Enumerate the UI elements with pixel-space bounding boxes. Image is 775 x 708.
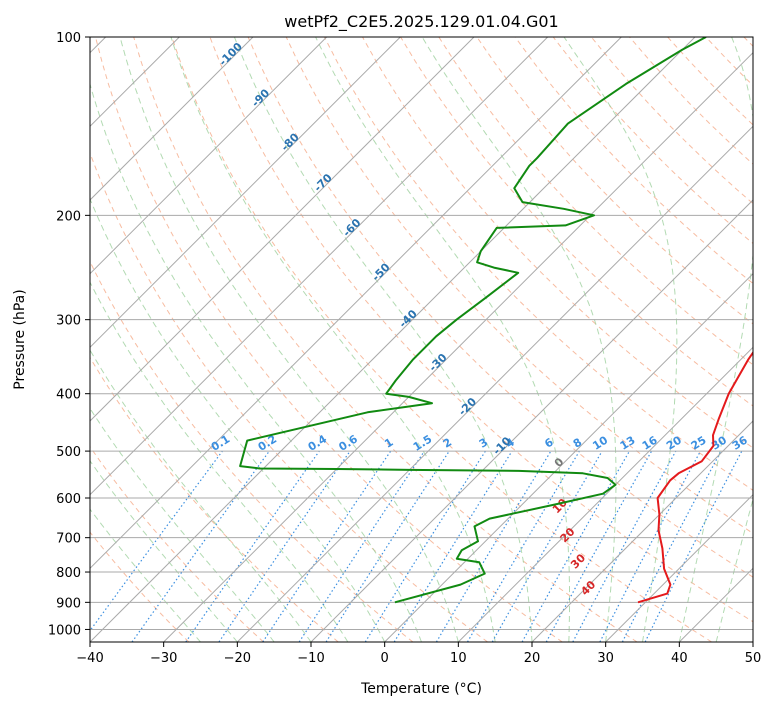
dry-adiabat-line bbox=[514, 37, 753, 285]
mixing-ratio-line bbox=[262, 450, 392, 642]
y-axis-label: Pressure (hPa) bbox=[12, 289, 28, 389]
dry-adiabat-line bbox=[209, 37, 753, 623]
x-tick-label: 40 bbox=[671, 651, 688, 666]
y-tick-label: 700 bbox=[56, 532, 81, 547]
mixing-ratio-line bbox=[185, 450, 320, 642]
x-tick-label: −30 bbox=[150, 651, 177, 666]
isotherm-line bbox=[310, 199, 753, 642]
dry-adiabat-line bbox=[90, 445, 264, 642]
isotherm-line bbox=[236, 125, 753, 642]
y-tick-label: 600 bbox=[56, 492, 81, 507]
mixing-ratio-line bbox=[298, 450, 425, 642]
mixing-ratio-line bbox=[218, 450, 351, 642]
mixing-ratio-line bbox=[131, 450, 270, 642]
mixing-ratio-line bbox=[572, 450, 677, 642]
x-tick-label: 30 bbox=[597, 651, 614, 666]
isotherm-line bbox=[90, 37, 622, 570]
moist-adiabat-line bbox=[170, 37, 496, 642]
x-tick-label: −40 bbox=[76, 651, 103, 666]
dry-adiabat-line bbox=[90, 151, 488, 642]
dry-adiabat-line bbox=[171, 37, 712, 642]
x-tick-label: 50 bbox=[745, 651, 762, 666]
mixing-ratio-line bbox=[90, 450, 223, 632]
y-tick-label: 1000 bbox=[48, 623, 81, 638]
x-tick-label: −20 bbox=[224, 651, 251, 666]
moist-adiabat-line bbox=[715, 497, 753, 642]
temperature-profile-line bbox=[637, 350, 753, 604]
moist-adiabat-line bbox=[90, 459, 238, 642]
dewpoint-profile-line bbox=[239, 37, 707, 604]
mixing-ratio-line bbox=[545, 450, 653, 642]
dry-adiabat-line bbox=[400, 37, 753, 407]
chart-title: wetPf2_C2E5.2025.129.01.04.G01 bbox=[284, 12, 558, 32]
plot-frame bbox=[89, 36, 754, 643]
mixing-ratio-line bbox=[325, 450, 450, 642]
y-tick-label: 500 bbox=[56, 445, 81, 460]
background-lines bbox=[90, 37, 753, 642]
profile-lines bbox=[239, 37, 753, 604]
axis-ticks: −40 −30 −20 −10 0 10 20 30 40 50 100 200 300 400 500 60… bbox=[48, 31, 761, 666]
y-tick-label: 100 bbox=[56, 31, 81, 46]
dry-adiabat-line bbox=[133, 37, 638, 642]
y-tick-label: 400 bbox=[56, 388, 81, 403]
moist-adiabat-line bbox=[90, 82, 422, 642]
isotherm-line bbox=[90, 37, 475, 422]
isotherm-line bbox=[90, 37, 254, 201]
moist-adiabat-line bbox=[90, 508, 201, 642]
dry-adiabat-line bbox=[247, 37, 753, 578]
isotherm-line bbox=[163, 51, 753, 642]
isotherm-line bbox=[531, 420, 753, 642]
x-tick-label: −10 bbox=[297, 651, 324, 666]
isotherm-line bbox=[90, 37, 401, 349]
x-axis-label: Temperature (°C) bbox=[360, 681, 482, 697]
dry-adiabat-line bbox=[90, 531, 190, 642]
x-tick-label: 20 bbox=[524, 651, 541, 666]
moist-adiabat-line bbox=[90, 281, 349, 642]
moist-adiabat-line bbox=[90, 407, 275, 642]
dry-adiabat-line bbox=[90, 356, 339, 642]
isotherm-line bbox=[90, 37, 549, 496]
isotherm-line bbox=[90, 37, 328, 275]
mixing-ratio-line bbox=[393, 450, 513, 642]
y-tick-label: 300 bbox=[56, 314, 81, 329]
isotherm-line bbox=[605, 493, 753, 642]
dry-adiabat-line bbox=[95, 37, 563, 642]
dry-adiabat-line bbox=[362, 37, 753, 449]
moist-adiabat-line bbox=[90, 197, 386, 642]
moist-adiabat-line bbox=[421, 37, 617, 642]
mixing-ratio-line bbox=[521, 450, 631, 642]
y-tick-label: 800 bbox=[56, 566, 81, 581]
moist-adiabat-line bbox=[678, 37, 753, 642]
isotherm-line bbox=[457, 346, 753, 642]
gridlines bbox=[90, 37, 753, 642]
y-tick-label: 900 bbox=[56, 596, 81, 611]
mixing-ratio-line bbox=[644, 450, 743, 642]
x-tick-label: 0 bbox=[381, 651, 389, 666]
x-tick-label: 10 bbox=[450, 651, 467, 666]
isotherm-line bbox=[384, 272, 753, 642]
y-tick-label: 200 bbox=[56, 209, 81, 224]
isotherm-line bbox=[90, 37, 696, 642]
